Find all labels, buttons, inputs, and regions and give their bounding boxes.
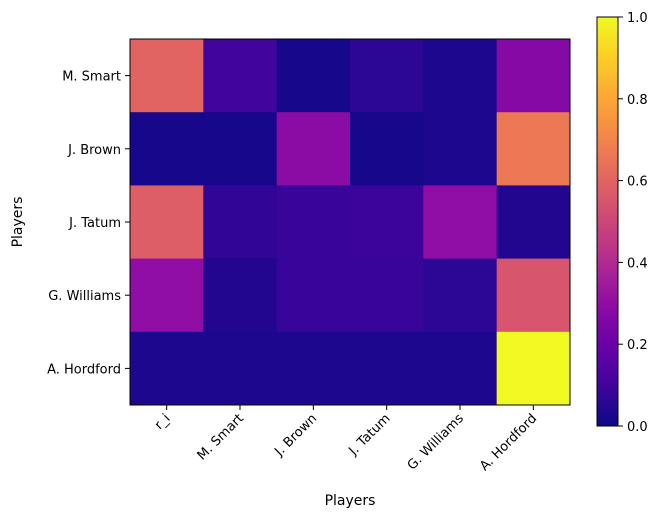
heatmap-cell xyxy=(276,185,351,260)
heatmap-cell xyxy=(276,258,351,333)
heatmap-cell xyxy=(350,258,424,333)
x-tick-label: M. Smart xyxy=(195,411,247,463)
y-tick-label: J. Tatum xyxy=(68,216,121,231)
x-tick-label: J. Brown xyxy=(271,411,320,460)
y-tick-label: G. Williams xyxy=(48,289,121,304)
heatmap-cell xyxy=(203,39,278,113)
heatmap-cell xyxy=(496,39,571,113)
heatmap-cell xyxy=(203,258,278,333)
heatmap-cells xyxy=(130,39,571,406)
y-axis-label: Players xyxy=(10,197,26,248)
heatmap-cell xyxy=(203,112,278,186)
colorbar-tick-label: 0.4 xyxy=(627,256,648,271)
x-tick-label: A. Hordford xyxy=(477,411,540,474)
y-tick-label: M. Smart xyxy=(62,70,121,85)
x-tick-label: J. Tatum xyxy=(346,411,394,459)
heatmap-cell xyxy=(276,39,351,113)
y-axis-ticks: M. Smart J. Brown J. Tatum G. Williams A. Ho… xyxy=(47,70,130,377)
heatmap-cell xyxy=(496,331,571,406)
colorbar-tick-label: 0.6 xyxy=(627,175,648,190)
colorbar-tick-label: 0.8 xyxy=(627,93,648,108)
heatmap-cell xyxy=(423,258,498,333)
colorbar-tick-label: 1.0 xyxy=(627,11,648,26)
heatmap-cell xyxy=(203,331,278,406)
y-tick-label: J. Brown xyxy=(67,143,121,158)
heatmap-cell xyxy=(423,185,498,260)
heatmap-cell xyxy=(130,331,204,406)
heatmap-cell xyxy=(203,185,278,260)
heatmap-cell xyxy=(350,112,424,186)
heatmap-cell xyxy=(350,331,424,406)
colorbar-tick-label: 0.2 xyxy=(627,338,648,353)
x-tick-label: G. Williams xyxy=(405,411,467,473)
y-tick-label: A. Hordford xyxy=(47,362,121,377)
heatmap-cell xyxy=(496,258,571,333)
x-tick-label: r_i xyxy=(152,411,174,433)
heatmap-cell xyxy=(423,331,498,406)
colorbar-ticks: 0.0 0.2 0.4 0.6 0.8 1.0 xyxy=(618,11,648,435)
heatmap-cell xyxy=(130,258,204,333)
heatmap-cell xyxy=(496,185,571,260)
heatmap-cell xyxy=(423,112,498,186)
heatmap-cell xyxy=(130,112,204,186)
heatmap-cell xyxy=(130,185,204,260)
x-axis-label: Players xyxy=(325,493,376,509)
heatmap-cell xyxy=(130,39,204,113)
x-axis-ticks: r_i M. Smart J. Brown J. Tatum G. Williams A.… xyxy=(152,405,540,474)
heatmap-cell xyxy=(350,185,424,260)
colorbar-tick-label: 0.0 xyxy=(627,420,648,435)
heatmap-cell xyxy=(496,112,571,186)
heatmap-cell xyxy=(276,112,351,186)
heatmap-cell xyxy=(276,331,351,406)
heatmap-cell xyxy=(423,39,498,113)
colorbar xyxy=(596,16,619,427)
heatmap-cell xyxy=(350,39,424,113)
